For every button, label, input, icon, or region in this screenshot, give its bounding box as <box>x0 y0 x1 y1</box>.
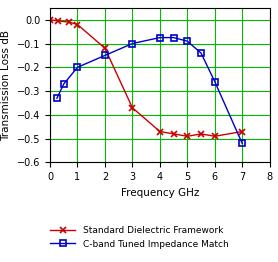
X-axis label: Frequency GHz: Frequency GHz <box>121 188 199 198</box>
Y-axis label: Transmission Loss dB: Transmission Loss dB <box>1 30 11 141</box>
Legend: Standard Dielectric Framework, C-band Tuned Impedance Match: Standard Dielectric Framework, C-band Tu… <box>50 226 229 249</box>
